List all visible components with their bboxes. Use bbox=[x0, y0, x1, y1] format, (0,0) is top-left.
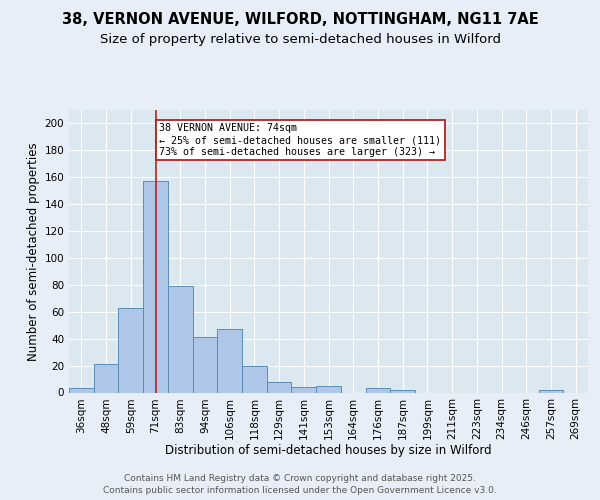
Text: Size of property relative to semi-detached houses in Wilford: Size of property relative to semi-detach… bbox=[100, 32, 500, 46]
Bar bbox=[168, 286, 193, 393]
Bar bbox=[69, 388, 94, 392]
Bar bbox=[94, 364, 118, 392]
Bar bbox=[390, 390, 415, 392]
Y-axis label: Number of semi-detached properties: Number of semi-detached properties bbox=[27, 142, 40, 360]
Bar bbox=[193, 338, 217, 392]
Text: 38 VERNON AVENUE: 74sqm
← 25% of semi-detached houses are smaller (111)
73% of s: 38 VERNON AVENUE: 74sqm ← 25% of semi-de… bbox=[159, 124, 441, 156]
Bar bbox=[267, 382, 292, 392]
Bar bbox=[539, 390, 563, 392]
Bar bbox=[292, 387, 316, 392]
Bar bbox=[242, 366, 267, 392]
Text: 38, VERNON AVENUE, WILFORD, NOTTINGHAM, NG11 7AE: 38, VERNON AVENUE, WILFORD, NOTTINGHAM, … bbox=[62, 12, 538, 28]
Bar bbox=[365, 388, 390, 392]
X-axis label: Distribution of semi-detached houses by size in Wilford: Distribution of semi-detached houses by … bbox=[165, 444, 492, 456]
Bar bbox=[316, 386, 341, 392]
Bar bbox=[118, 308, 143, 392]
Text: Contains HM Land Registry data © Crown copyright and database right 2025.
Contai: Contains HM Land Registry data © Crown c… bbox=[103, 474, 497, 495]
Bar bbox=[143, 182, 168, 392]
Bar bbox=[217, 330, 242, 392]
